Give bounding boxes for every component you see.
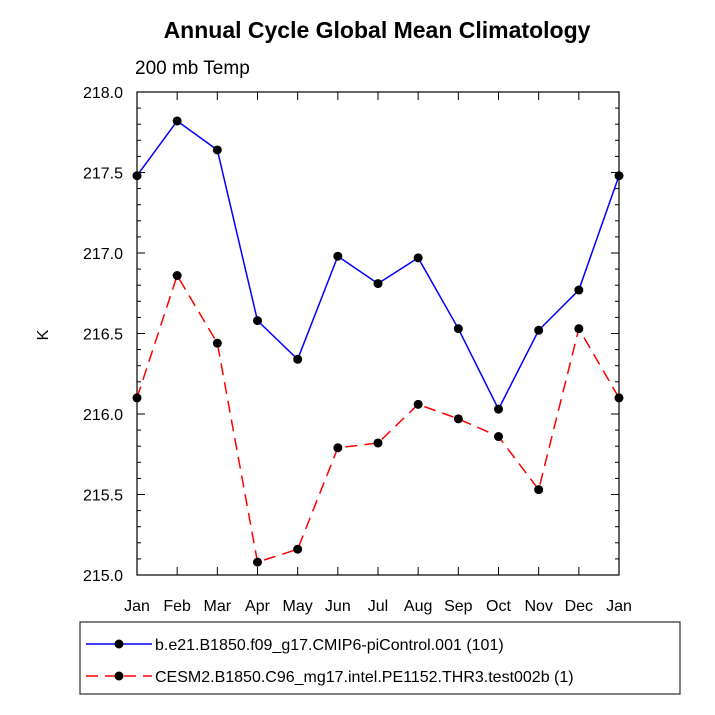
data-point bbox=[494, 432, 503, 442]
data-point bbox=[212, 145, 222, 155]
x-tick-label: Oct bbox=[486, 598, 511, 615]
data-point bbox=[253, 316, 262, 326]
x-tick-label: Mar bbox=[204, 598, 232, 615]
data-point bbox=[132, 171, 142, 181]
data-point bbox=[373, 438, 383, 448]
data-point bbox=[453, 414, 463, 424]
data-point bbox=[293, 544, 303, 554]
axes: 215.0 215.5 216.0 216.5 217.0 217.5 218.0 Jan Fe… bbox=[83, 85, 632, 615]
data-point bbox=[212, 338, 222, 348]
y-tick-label: 216.0 bbox=[83, 407, 123, 424]
data-point bbox=[614, 171, 624, 181]
x-tick-label: Dec bbox=[565, 598, 593, 615]
data-point bbox=[333, 251, 343, 261]
legend: b.e21.B1850.f09_g17.CMIP6-piControl.001 … bbox=[79, 621, 681, 695]
y-tick-label: 217.5 bbox=[83, 166, 123, 183]
x-tick-label: Sep bbox=[444, 598, 473, 615]
data-point bbox=[413, 253, 423, 263]
series-layer bbox=[132, 116, 624, 567]
data-point bbox=[494, 404, 503, 414]
x-tick-label: Jul bbox=[368, 598, 388, 615]
x-tick-label: Apr bbox=[245, 598, 271, 615]
data-point bbox=[293, 354, 303, 364]
x-tick-label: Jan bbox=[124, 598, 150, 615]
x-tick-label: Nov bbox=[524, 598, 552, 615]
data-point bbox=[253, 557, 262, 567]
y-tick-label: 217.0 bbox=[83, 246, 123, 263]
legend-marker-1 bbox=[114, 639, 124, 649]
data-point bbox=[413, 399, 423, 409]
series-2 bbox=[132, 271, 624, 567]
plot-frame bbox=[136, 91, 620, 576]
y-axis-label: K bbox=[35, 329, 52, 340]
x-tick-label: Jan bbox=[606, 598, 632, 615]
data-point bbox=[333, 443, 343, 453]
data-point bbox=[172, 116, 182, 126]
y-tick-label: 218.0 bbox=[83, 85, 123, 102]
data-point bbox=[453, 324, 463, 334]
data-point bbox=[534, 325, 544, 335]
data-point bbox=[574, 324, 584, 334]
x-tick-label: Jun bbox=[325, 598, 351, 615]
data-point bbox=[574, 285, 584, 295]
series-1 bbox=[132, 116, 624, 414]
data-point bbox=[172, 271, 182, 281]
data-point bbox=[534, 485, 544, 495]
series-line bbox=[136, 119, 620, 411]
legend-label-2: CESM2.B1850.C96_mg17.intel.PE1152.THR3.t… bbox=[155, 669, 574, 686]
legend-label-1: b.e21.B1850.f09_g17.CMIP6-piControl.001 … bbox=[155, 637, 504, 654]
x-tick-label: Feb bbox=[163, 598, 191, 615]
legend-box bbox=[79, 621, 681, 695]
legend-marker-2 bbox=[114, 671, 124, 681]
x-tick-label: Aug bbox=[404, 598, 432, 615]
series-line bbox=[136, 273, 620, 564]
data-point bbox=[614, 393, 624, 403]
chart-title: Annual Cycle Global Mean Climatology bbox=[164, 17, 591, 43]
data-point bbox=[132, 393, 142, 403]
y-tick-label: 215.0 bbox=[83, 568, 123, 585]
x-tick-label: May bbox=[283, 598, 313, 615]
chart-subtitle: 200 mb Temp bbox=[135, 58, 250, 79]
y-tick-label: 215.5 bbox=[83, 488, 123, 505]
data-point bbox=[373, 279, 383, 289]
y-tick-label: 216.5 bbox=[83, 327, 123, 344]
